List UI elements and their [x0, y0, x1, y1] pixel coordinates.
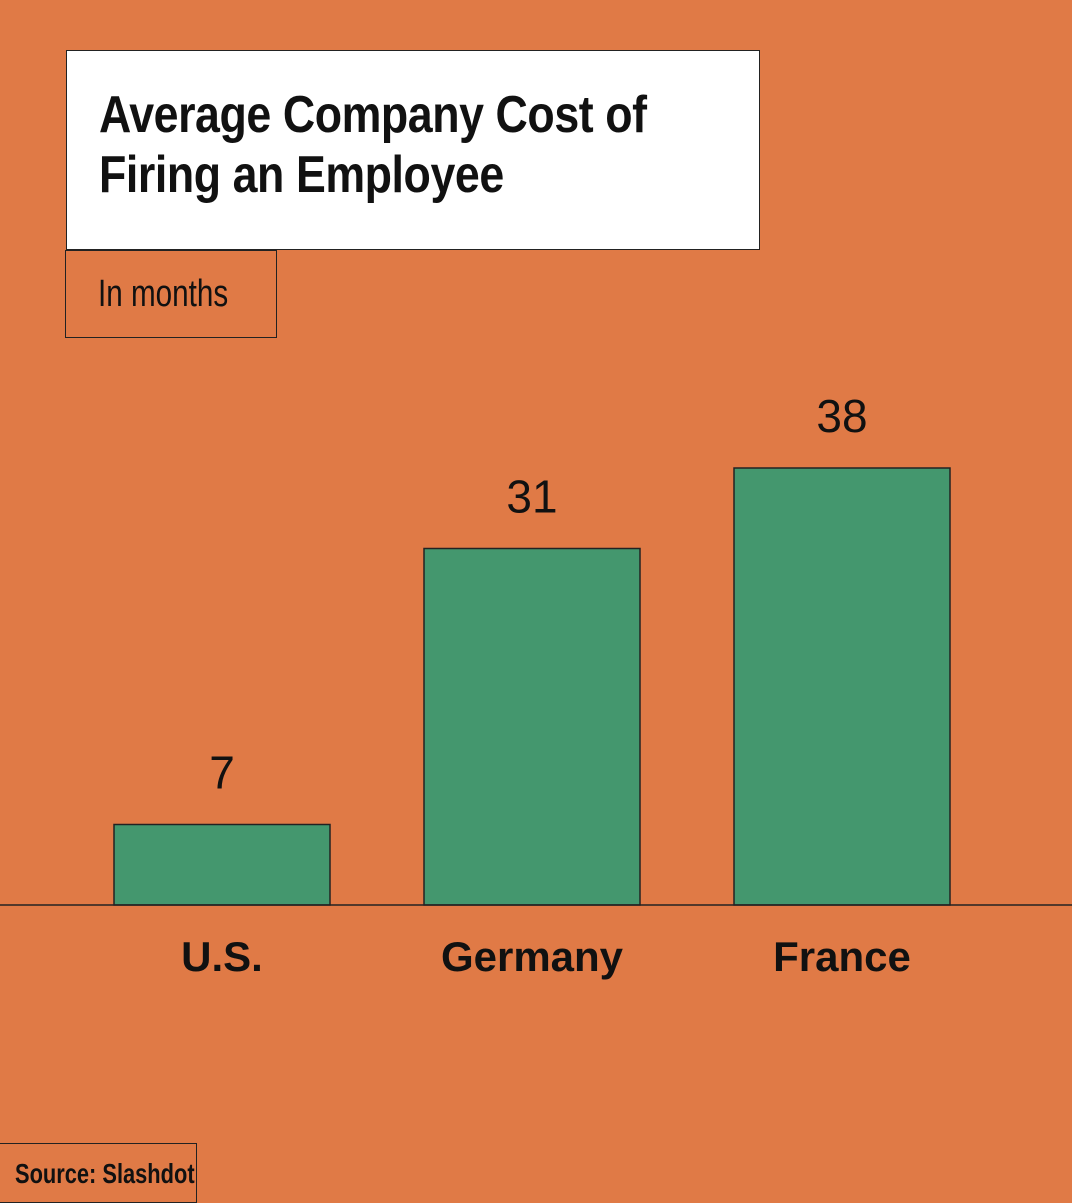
bar-france: [733, 467, 951, 906]
category-label: Germany: [441, 933, 624, 980]
data-label: 31: [506, 471, 557, 523]
unit-box: In months: [65, 250, 277, 338]
category-label: France: [773, 933, 911, 980]
source-box: Source: Slashdot: [0, 1143, 197, 1203]
bar-germany: [423, 547, 641, 906]
chart-title: Average Company Cost of Firing an Employ…: [99, 86, 647, 204]
category-label: U.S.: [181, 933, 263, 980]
bar-u-s-: [113, 823, 331, 906]
title-box: Average Company Cost of Firing an Employ…: [66, 50, 760, 250]
data-label: 38: [816, 390, 867, 442]
source-label: Source: Slashdot: [15, 1158, 195, 1189]
data-label: 7: [209, 747, 235, 799]
unit-label: In months: [98, 273, 229, 315]
